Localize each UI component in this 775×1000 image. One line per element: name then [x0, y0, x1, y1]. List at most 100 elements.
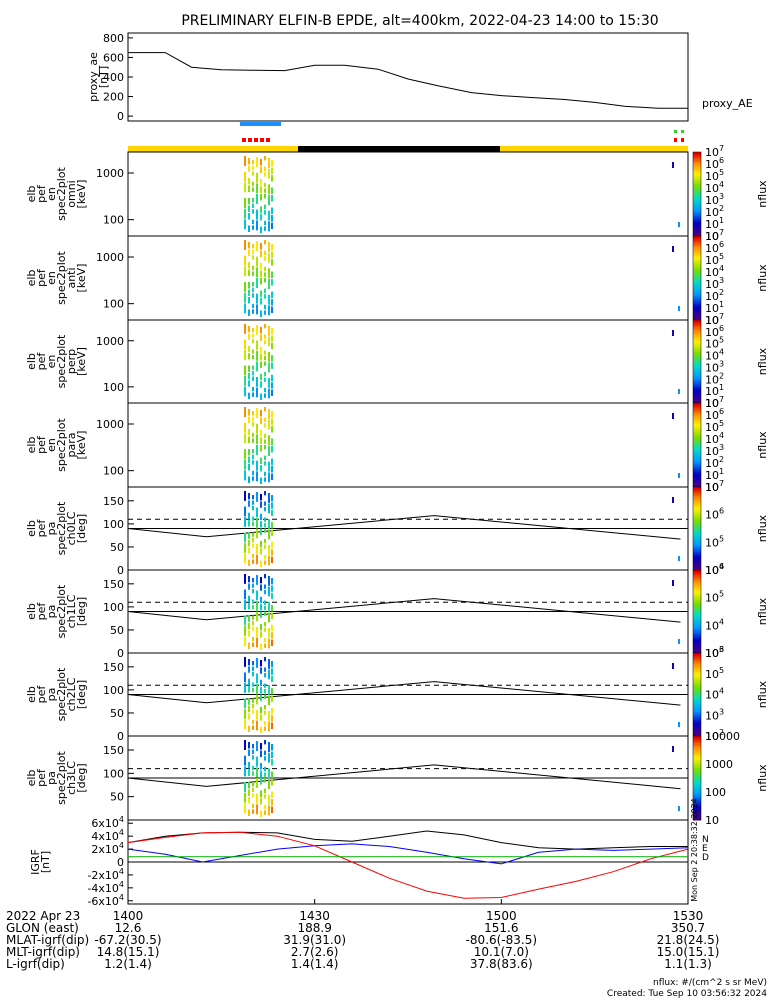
ch1LC-tick-label: 100 [103, 601, 124, 614]
ch0LC-heat-cell [252, 543, 254, 548]
perp-heat-cell [264, 324, 266, 329]
footer-row-value: 14.8(15.1) [97, 945, 160, 959]
ylabel-line: en [45, 271, 58, 285]
omni-heat-cell [248, 158, 250, 165]
colorbar-title: nflux [756, 180, 769, 208]
colorbar-segment [693, 563, 701, 567]
perp-heat-cell [244, 376, 246, 386]
perp-heat-cell [256, 377, 258, 387]
colorbar-segment [693, 189, 701, 193]
ch2LC-heat-cell [264, 710, 266, 715]
colorbar-segment [693, 388, 701, 392]
para-heat-cell [248, 456, 250, 463]
ch1LC-heat-cell [252, 599, 254, 604]
ch3LC-heat-cell [248, 782, 250, 789]
ylabel-line: pef [35, 602, 48, 621]
omni-heat-cell [252, 187, 254, 192]
anti-heat-cell [271, 299, 273, 306]
footer-row-value: 12.6 [115, 921, 142, 935]
para-heat-cell [271, 438, 273, 445]
anti-heat-cell [268, 268, 270, 279]
ch3LC-heat-cell [252, 782, 254, 787]
colorbar-segment [693, 574, 701, 577]
colorbar-segment [693, 242, 701, 245]
colorbar-tick-label: 10 [705, 481, 719, 494]
anti-heat-cell [260, 278, 262, 285]
para-heat-cell [244, 422, 246, 433]
omni-heat-cell [271, 195, 273, 202]
para-heat-cell [256, 460, 258, 471]
ch1LC-heat-cell [264, 638, 266, 643]
footer-row-label: 2022 Apr 23 [6, 909, 80, 923]
omni-heat-cell [248, 213, 250, 220]
colorbar-segment [693, 421, 701, 425]
colorbar-tick-label: 103 [705, 192, 724, 207]
footer-row-value: 2.7(2.6) [291, 945, 339, 959]
perp-heat-cell [256, 361, 258, 372]
para-heat-cell [252, 416, 254, 421]
colorbar-segment [693, 786, 701, 789]
ch1LC-heat-cell [252, 637, 254, 642]
para-heat-cell [271, 411, 273, 418]
ch3LC-heat-cell [271, 751, 273, 758]
colorbar-segment [693, 790, 701, 794]
ch3LC-heat-cell [248, 749, 250, 756]
colorbar-segment [693, 305, 701, 308]
anti-heat-cell [248, 282, 250, 289]
ylabel-line: en [45, 355, 58, 369]
perp-heat-cell [248, 365, 250, 372]
ch1LC-tick-label: 0 [117, 647, 124, 660]
anti-heat-cell [252, 309, 254, 314]
colorbar-segment [693, 782, 701, 785]
anti-heat-cell [256, 278, 258, 288]
colorbar-segment [693, 311, 701, 315]
ch0LC-heat-cell [264, 539, 266, 544]
colorbar-segment [693, 817, 701, 821]
ch3LC-heat-cell [256, 741, 258, 751]
colorbar-segment [693, 815, 701, 819]
anti-heat-cell [260, 250, 262, 257]
ylabel-line: [deg] [75, 763, 88, 792]
perp-heat-cell [252, 387, 254, 392]
omni-heat-cell [271, 187, 273, 194]
ch3LC-heat-cell [244, 792, 246, 803]
omni-frame [127, 151, 689, 237]
anti-heat-cell [271, 244, 273, 251]
ch1LC-heat-cell [252, 642, 254, 647]
colorbar-segment [693, 636, 701, 639]
ch1LC-heat-cell [248, 622, 250, 630]
colorbar-segment [693, 623, 701, 627]
colorbar-segment [693, 807, 701, 810]
colorbar-segment [693, 706, 701, 710]
colorbar-segment [693, 677, 701, 681]
ch0LC-heat-cell [260, 528, 262, 535]
colorbar-segment [693, 254, 701, 258]
perp-heat-cell [244, 350, 246, 360]
side-stamp: Mon Sep 2 20:38:32 2024 [690, 798, 699, 902]
colorbar-segment [693, 384, 701, 387]
colorbar-segment [693, 405, 701, 408]
para-heat-cell [252, 432, 254, 438]
ch3LC-heat-cell [252, 803, 254, 809]
footer-row-value: 188.9 [297, 921, 331, 935]
colorbar-segment [693, 526, 701, 529]
igrf-tick-label: 2x104 [91, 841, 124, 856]
colorbar-title: nflux [756, 431, 769, 459]
anti-heat-cell [264, 256, 266, 261]
colorbar-segment [693, 646, 701, 650]
ch1LC-heat-cell [244, 626, 246, 636]
ch1LC-heat-cell [248, 615, 250, 622]
omni-heat-cell [256, 209, 258, 220]
anti-heat-cell [271, 259, 273, 266]
colorbar-segment [693, 365, 701, 369]
colorbar-segment [693, 273, 701, 277]
colorbar-segment [693, 440, 701, 444]
ch0LC-heat-cell [256, 518, 258, 528]
colorbar-segment [693, 520, 701, 523]
para-heat-cell [252, 454, 254, 459]
colorbar-segment [693, 158, 701, 161]
colorbar-segment [693, 463, 701, 467]
colorbar-segment [693, 538, 701, 542]
colorbar-segment [693, 659, 701, 662]
colorbar-segment [693, 386, 701, 389]
